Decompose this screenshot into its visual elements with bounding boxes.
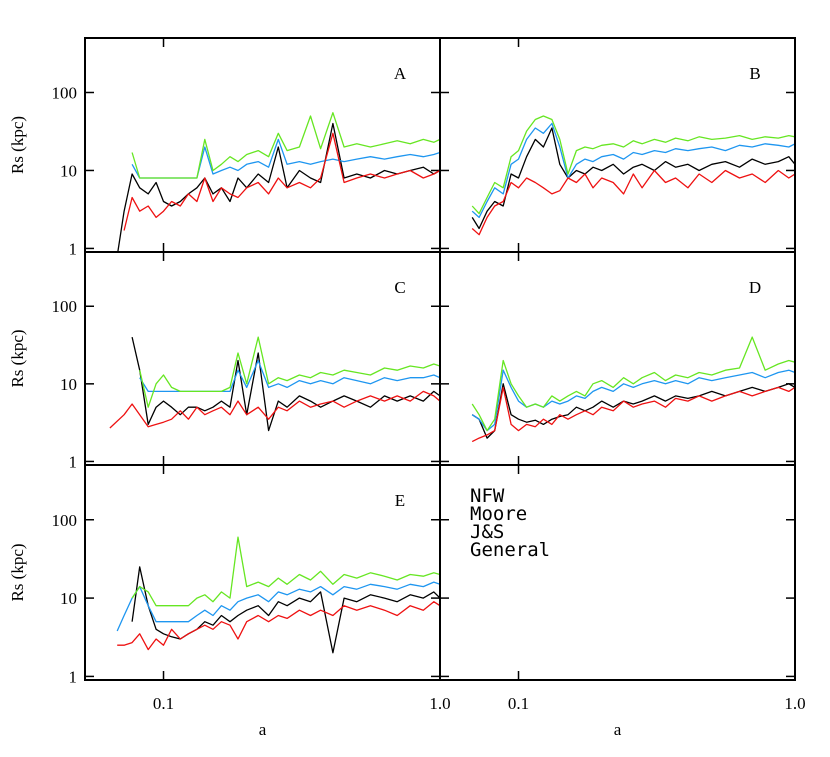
series-line (131, 566, 440, 654)
y-axis-label: Rs (kpc) (8, 116, 27, 174)
panel: 1 10 100 C Rs (kpc) (8, 251, 441, 471)
legend-entry: NFW (470, 485, 505, 507)
series-line (471, 383, 795, 439)
y-tick-label: 100 (52, 297, 78, 316)
legend-entry: General (470, 539, 550, 561)
panel-label: E (395, 491, 405, 510)
x-axis-label: a (259, 720, 267, 739)
x-tick-label: 1.0 (429, 694, 450, 713)
y-tick-label: 10 (60, 589, 77, 608)
panel: B (439, 37, 796, 253)
panel-label: C (394, 278, 405, 297)
series-line (139, 336, 440, 408)
panel-label: B (749, 64, 760, 83)
series-line (139, 359, 440, 393)
series-line (123, 132, 440, 231)
panel: 1 10 100 0.1 1.0 E Rs (kpc) a (8, 464, 451, 739)
lines (471, 115, 795, 236)
y-tick-label: 100 (52, 83, 78, 102)
y-tick-label: 1 (69, 239, 78, 258)
axes-frame (84, 464, 441, 681)
y-tick-label: 100 (52, 511, 78, 530)
series-line (131, 112, 440, 179)
series-line (471, 336, 795, 432)
series-line (471, 122, 795, 219)
series-line (471, 127, 795, 230)
panel-label: D (749, 278, 761, 297)
series-line (117, 601, 440, 651)
axes-frame (84, 37, 441, 253)
lines (109, 336, 440, 432)
series-line (131, 138, 440, 179)
series-line (131, 536, 440, 607)
y-axis-label: Rs (kpc) (8, 329, 27, 387)
series-line (116, 581, 440, 632)
axes-frame (439, 251, 796, 466)
series-line (471, 369, 795, 432)
series-line (471, 386, 795, 443)
y-tick-label: 10 (60, 375, 77, 394)
legend-entry: J&S (470, 521, 504, 543)
y-tick-label: 10 (60, 161, 77, 180)
x-tick-label: 0.1 (508, 694, 529, 713)
y-axis-label: Rs (kpc) (8, 543, 27, 601)
lines (471, 336, 795, 443)
series-line (471, 115, 795, 215)
x-tick-label: 1.0 (784, 694, 805, 713)
legend-entry: Moore (470, 503, 527, 525)
lines (116, 536, 440, 654)
series-line (131, 336, 440, 432)
x-axis-label: a (614, 720, 622, 739)
x-tick-label: 0.1 (153, 694, 174, 713)
axes-frame (439, 464, 796, 681)
y-tick-label: 1 (69, 667, 78, 686)
series-line (117, 122, 440, 252)
panel-label: A (394, 64, 407, 83)
lines (117, 112, 440, 252)
series-line (471, 169, 795, 236)
y-tick-label: 1 (69, 452, 78, 471)
series-line (109, 390, 440, 429)
panel: D (439, 251, 796, 466)
panel: 1 10 100 A Rs (kpc) (8, 37, 441, 258)
